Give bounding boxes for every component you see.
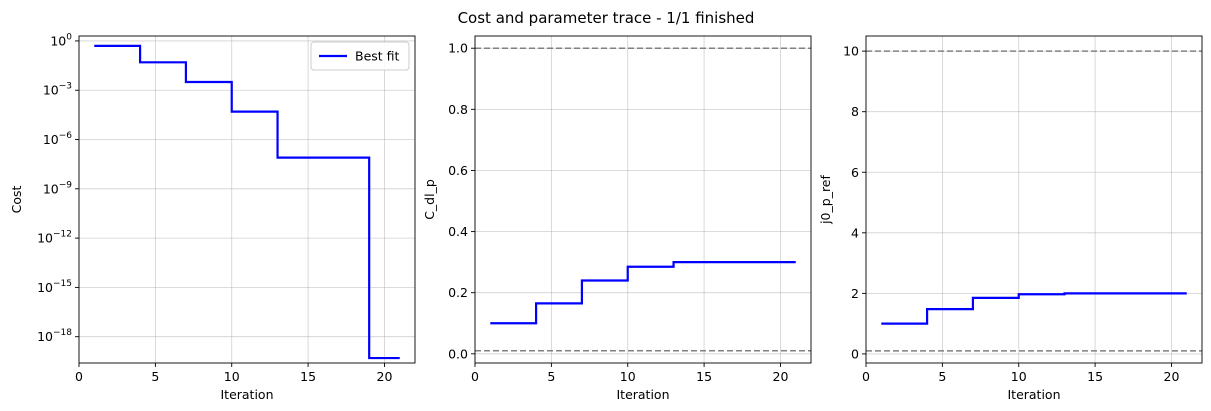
x-tick-label: 5 (938, 369, 946, 384)
grid-lines (474, 36, 811, 363)
y-axis-label: Cost (9, 186, 24, 214)
x-tick-label: 15 (1087, 369, 1103, 384)
y-tick-label: 4 (851, 225, 859, 240)
y-tick-label: 2 (851, 286, 859, 301)
x-tick-label: 15 (696, 369, 712, 384)
x-tick-label: 0 (862, 369, 870, 384)
legend-box (310, 41, 410, 71)
x-tick-label: 0 (75, 369, 83, 384)
series-line-1 (94, 44, 400, 360)
subplots: 0 5 10 15 2010−1810−1510−1210−910−610−3100It… (9, 32, 1203, 402)
x-axis-label: Iteration (1007, 387, 1060, 402)
figure-title: Cost and parameter trace - 1/1 finished (458, 9, 755, 27)
subplot-1: 0 5 10 15 20 10−18 10−15 10−12 10−9 10−6 10−3 100 It… (9, 32, 416, 402)
subplot-2: 0 5 10 15 20 0.0 0.2 0.4 0.6 0.8 1.0 Iteration C_dl_… (422, 35, 812, 402)
axes-frame (865, 35, 1203, 364)
y-tick-label: 0 (851, 346, 859, 361)
x-tick-label: 20 (377, 369, 393, 384)
y-tick-label: 0.2 (448, 285, 468, 300)
subplot-3: 0 5 10 15 20 0 2 4 6 8 10 Iteration j0_p_ref (818, 35, 1203, 402)
x-tick-label: 15 (300, 369, 316, 384)
x-tick-label: 20 (773, 369, 789, 384)
x-tick-label: 5 (151, 369, 159, 384)
x-tick-label: 20 (1164, 369, 1180, 384)
y-tick-label: 0.0 (448, 346, 468, 361)
y-tick-label: 6 (851, 165, 859, 180)
legend: Best fit (310, 41, 410, 71)
y-axis-label: j0_p_ref (818, 174, 833, 224)
grid-lines (78, 36, 415, 363)
y-tick-label: 0.8 (448, 102, 468, 117)
y-tick-label: 10−6 (43, 131, 72, 147)
y-tick-label: 0.4 (448, 224, 468, 239)
x-tick-label: 0 (471, 369, 479, 384)
series-line-1 (490, 261, 796, 325)
y-tick-label: 10−9 (43, 180, 72, 196)
x-tick-label: 10 (224, 369, 240, 384)
x-tick-label: 10 (620, 369, 636, 384)
y-tick-label: 8 (851, 104, 859, 119)
series-line-1 (881, 292, 1187, 325)
y-tick-label: 100 (50, 32, 72, 48)
grid-lines (865, 36, 1202, 363)
y-tick-label: 10−15 (37, 279, 72, 295)
y-tick-label: 10−18 (37, 328, 72, 344)
axes-frame (474, 35, 812, 364)
y-tick-label: 1.0 (448, 41, 468, 56)
x-axis-label: Iteration (220, 387, 273, 402)
axes-frame (78, 35, 416, 364)
y-tick-label: 10−12 (37, 230, 72, 246)
legend-label: Best fit (355, 49, 400, 64)
y-tick-label: 10−3 (43, 82, 72, 98)
x-tick-label: 10 (1011, 369, 1027, 384)
x-axis-label: Iteration (616, 387, 669, 402)
y-tick-label: 10 (843, 44, 859, 59)
y-axis-label: C_dl_p (422, 179, 437, 220)
x-tick-label: 5 (547, 369, 555, 384)
y-tick-label: 0.6 (448, 163, 468, 178)
